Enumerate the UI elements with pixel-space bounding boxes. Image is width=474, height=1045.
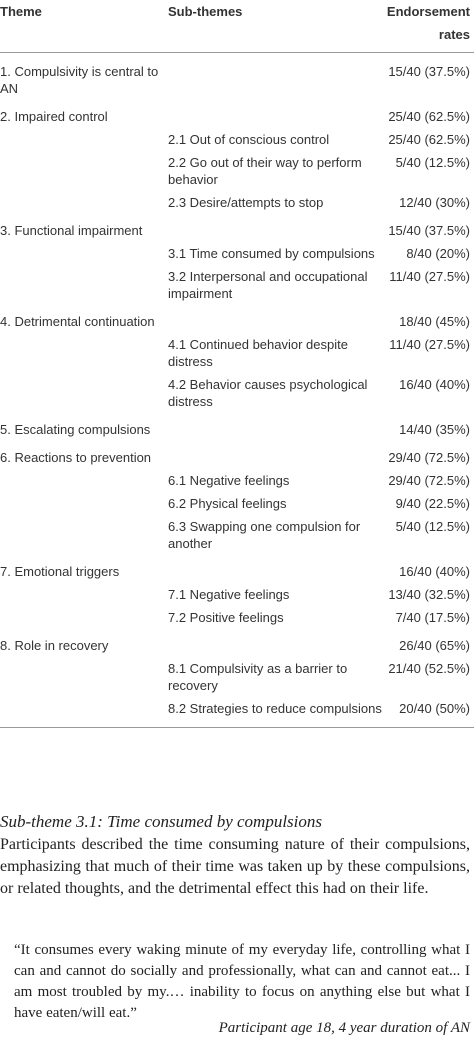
rate-cell: 15/40 (37.5%) bbox=[388, 223, 470, 238]
theme-cell bbox=[0, 128, 168, 151]
subtheme-cell bbox=[168, 555, 382, 583]
subtheme-cell bbox=[168, 53, 382, 101]
rate-cell: 11/40 (27.5%) bbox=[389, 337, 470, 352]
theme-cell: 7. Emotional triggers bbox=[0, 564, 120, 579]
subtheme-cell: 8.1 Compulsivity as a barrier to recover… bbox=[168, 661, 348, 693]
table-row: 2.2 Go out of their way to perform behav… bbox=[0, 151, 474, 191]
table-row: 6. Reactions to prevention 29/40 (72.5%) bbox=[0, 441, 474, 469]
theme-cell bbox=[0, 583, 168, 606]
rate-cell: 5/40 (12.5%) bbox=[395, 519, 470, 534]
rate-cell: 29/40 (72.5%) bbox=[388, 450, 470, 465]
theme-cell: 6. Reactions to prevention bbox=[0, 450, 152, 465]
quote: “It consumes every waking minute of my e… bbox=[14, 942, 470, 1021]
rate-cell: 21/40 (52.5%) bbox=[388, 661, 470, 676]
rate-cell: 25/40 (62.5%) bbox=[388, 132, 470, 147]
table-row: 2.3 Desire/attempts to stop 12/40 (30%) bbox=[0, 191, 474, 214]
subtheme-cell bbox=[168, 441, 382, 469]
subtheme-cell bbox=[168, 413, 382, 441]
paragraph: Participants described the time consumin… bbox=[0, 836, 470, 897]
rate-cell: 26/40 (65%) bbox=[399, 638, 470, 653]
table-row: 3.1 Time consumed by compulsions 8/40 (20… bbox=[0, 242, 474, 265]
header: Theme bbox=[0, 0, 168, 53]
subtheme-cell: 8.2 Strategies to reduce compulsions bbox=[168, 697, 382, 728]
table-row: 6.3 Swapping one compulsion for another 5… bbox=[0, 515, 474, 555]
theme-cell bbox=[0, 492, 168, 515]
theme-cell: 8. Role in recovery bbox=[0, 638, 109, 653]
subtheme-cell: 7.2 Positive feelings bbox=[168, 610, 284, 625]
table-row: 4.2 Behavior causes psychological distre… bbox=[0, 373, 474, 413]
subtheme-cell: 4.2 Behavior causes psychological distre… bbox=[168, 377, 368, 409]
header: Endorsement rates bbox=[382, 0, 474, 53]
rate-cell: 8/40 (20%) bbox=[406, 246, 470, 261]
rate-cell: 12/40 (30%) bbox=[399, 195, 470, 210]
theme-cell: 2. Impaired control bbox=[0, 109, 108, 124]
table-row: 2.1 Out of conscious control 25/40 (62.5%… bbox=[0, 128, 474, 151]
table-row: 4.1 Continued behavior despite distress 1… bbox=[0, 333, 474, 373]
subtheme-cell: 3.1 Time consumed by compulsions bbox=[168, 246, 375, 261]
table-row: 8. Role in recovery 26/40 (65%) bbox=[0, 629, 474, 657]
theme-cell bbox=[0, 697, 168, 728]
theme-cell bbox=[0, 191, 168, 214]
table-row: 4. Detrimental continuation 18/40 (45%) bbox=[0, 305, 474, 333]
rate-cell: 9/40 (22.5%) bbox=[395, 496, 470, 511]
table-row: 1. Compulsivity is central to AN 15/40 (3… bbox=[0, 53, 474, 101]
section-heading: Sub-theme 3.1: Time consumed by compulsi… bbox=[0, 812, 323, 831]
rate-cell: 11/40 (27.5%) bbox=[389, 269, 470, 284]
subtheme-cell bbox=[168, 629, 382, 657]
subtheme-cell: 7.1 Negative feelings bbox=[168, 587, 290, 602]
rate-cell: 20/40 (50%) bbox=[382, 697, 474, 728]
theme-cell bbox=[0, 469, 168, 492]
table-row: 5. Escalating compulsions 14/40 (35%) bbox=[0, 413, 474, 441]
rate-cell: 25/40 (62.5%) bbox=[388, 109, 470, 124]
rate-cell: 13/40 (32.5%) bbox=[388, 587, 470, 602]
subtheme-cell bbox=[168, 305, 382, 333]
rate-cell: 5/40 (12.5%) bbox=[395, 155, 470, 170]
theme-cell: 5. Escalating compulsions bbox=[0, 422, 151, 437]
rate-cell: 14/40 (35%) bbox=[399, 422, 470, 437]
theme-cell bbox=[0, 265, 168, 305]
theme-cell: 1. Compulsivity is central to AN bbox=[0, 64, 159, 96]
table-row: 2. Impaired control 25/40 (62.5%) bbox=[0, 100, 474, 128]
table-row: 7.2 Positive feelings 7/40 (17.5%) bbox=[0, 606, 474, 629]
table-row: 7.1 Negative feelings 13/40 (32.5%) bbox=[0, 583, 474, 606]
attribution: Participant age 18, 4 year duration of A… bbox=[218, 1020, 470, 1036]
rate-cell: 16/40 (40%) bbox=[399, 564, 470, 579]
rate-cell: 18/40 (45%) bbox=[399, 314, 470, 329]
subtheme-cell bbox=[168, 100, 382, 128]
subtheme-cell bbox=[168, 214, 382, 242]
rate-cell: 16/40 (40%) bbox=[399, 377, 470, 392]
theme-cell bbox=[0, 151, 168, 191]
subtheme-cell: 3.2 Interpersonal and occupational impai… bbox=[168, 269, 368, 301]
subtheme-cell: 2.3 Desire/attempts to stop bbox=[168, 195, 324, 210]
theme-cell bbox=[0, 373, 168, 413]
theme-cell bbox=[0, 515, 168, 555]
theme-cell bbox=[0, 606, 168, 629]
rate-cell: 7/40 (17.5%) bbox=[395, 610, 470, 625]
header: Sub-themes bbox=[168, 0, 382, 53]
subtheme-cell: 6.1 Negative feelings bbox=[168, 473, 290, 488]
subtheme-cell: 4.1 Continued behavior despite distress bbox=[168, 337, 348, 369]
table: Theme Sub-themes Endorsement rates 1. Co… bbox=[0, 0, 474, 728]
header-row: Theme Sub-themes Endorsement rates bbox=[0, 0, 474, 53]
table-row: 6.1 Negative feelings 29/40 (72.5%) bbox=[0, 469, 474, 492]
table-row: 8.2 Strategies to reduce compulsions 20/4… bbox=[0, 697, 474, 728]
table-row: 3.2 Interpersonal and occupational impai… bbox=[0, 265, 474, 305]
table-body: 1. Compulsivity is central to AN 15/40 (3… bbox=[0, 53, 474, 728]
rate-cell: 15/40 (37.5%) bbox=[388, 64, 470, 79]
theme-cell: 4. Detrimental continuation bbox=[0, 314, 155, 329]
table-row: 7. Emotional triggers 16/40 (40%) bbox=[0, 555, 474, 583]
subtheme-cell: 6.3 Swapping one compulsion for another bbox=[168, 519, 361, 551]
rate-cell: 29/40 (72.5%) bbox=[388, 473, 470, 488]
table-row: 6.2 Physical feelings 9/40 (22.5%) bbox=[0, 492, 474, 515]
theme-cell bbox=[0, 333, 168, 373]
subtheme-cell: 6.2 Physical feelings bbox=[168, 496, 287, 511]
subtheme-cell: 2.2 Go out of their way to perform behav… bbox=[168, 155, 362, 187]
table-row: 3. Functional impairment 15/40 (37.5%) bbox=[0, 214, 474, 242]
table-row: 8.1 Compulsivity as a barrier to recover… bbox=[0, 657, 474, 697]
subtheme-cell: 2.1 Out of conscious control bbox=[168, 132, 330, 147]
theme-cell bbox=[0, 657, 168, 697]
theme-cell: 3. Functional impairment bbox=[0, 223, 143, 238]
theme-cell bbox=[0, 242, 168, 265]
